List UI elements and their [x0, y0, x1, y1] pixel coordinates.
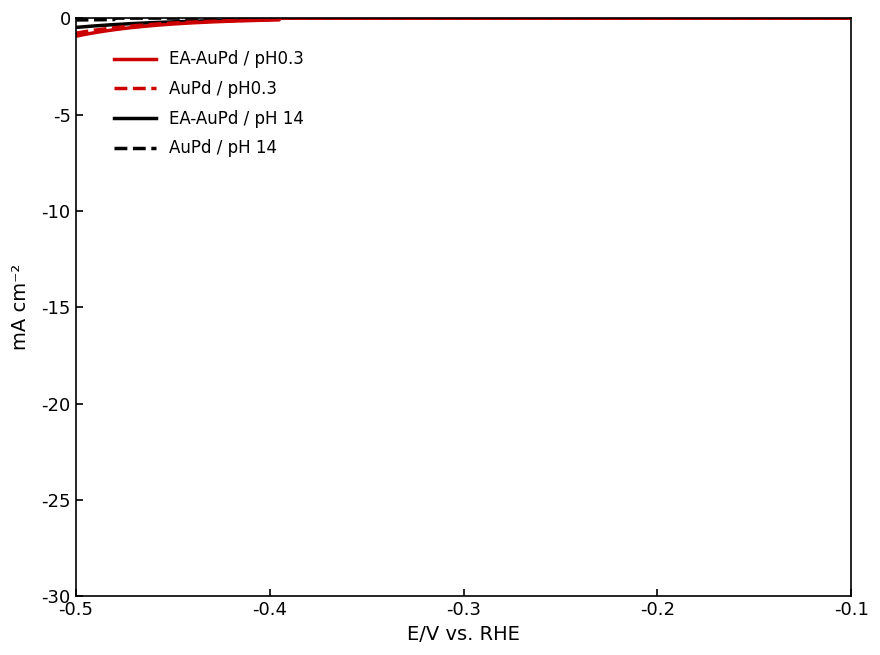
X-axis label: E/V vs. RHE: E/V vs. RHE	[407, 625, 520, 644]
Y-axis label: mA cm⁻²: mA cm⁻²	[11, 264, 30, 350]
Legend: EA-AuPd / pH0.3, AuPd / pH0.3, EA-AuPd / pH 14, AuPd / pH 14: EA-AuPd / pH0.3, AuPd / pH0.3, EA-AuPd /…	[107, 44, 311, 164]
